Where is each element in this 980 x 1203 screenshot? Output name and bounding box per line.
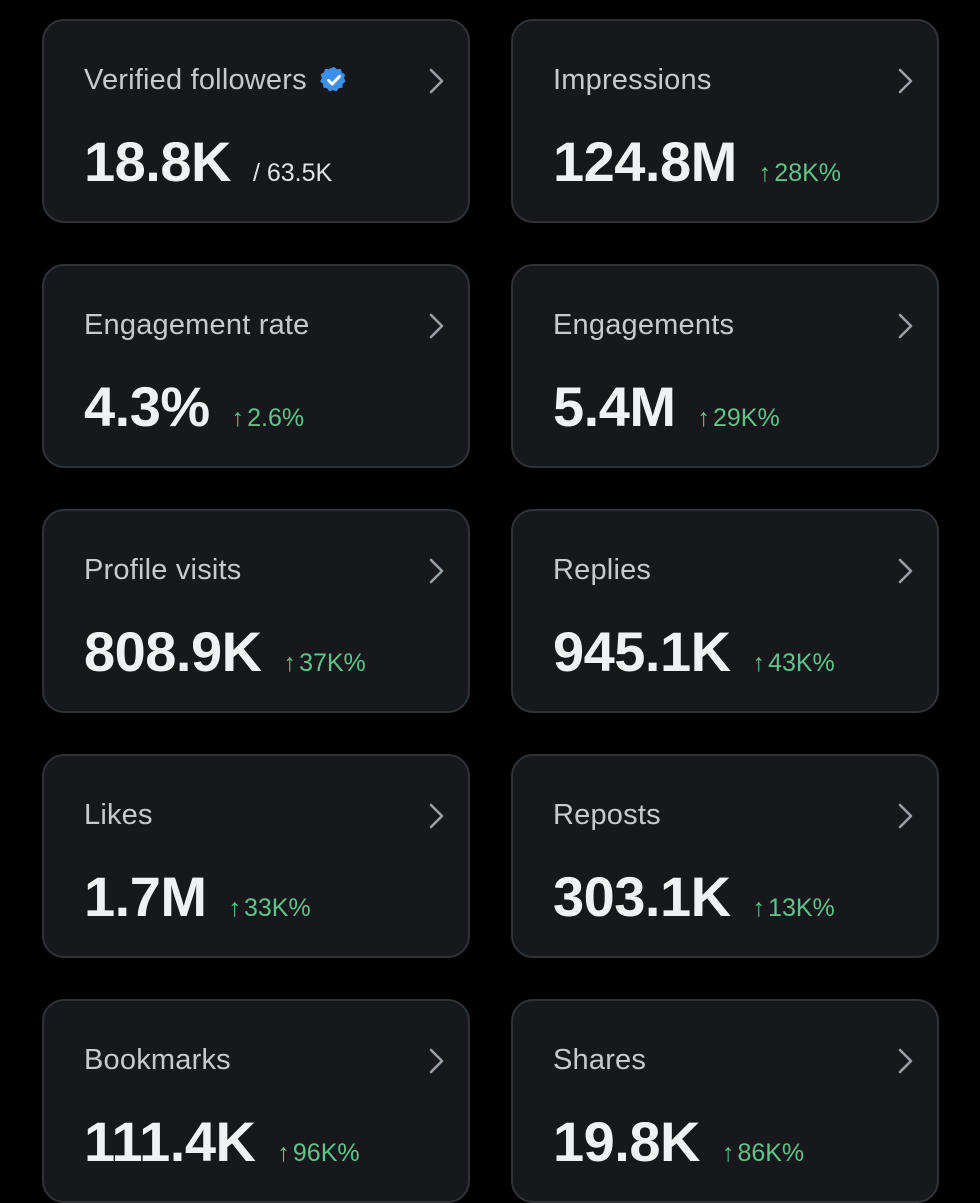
metric-change-value: 37K% [299, 649, 366, 677]
metric-card-impressions[interactable]: Impressions 124.8M ↑ 28K% [511, 19, 939, 223]
metric-change: ↑ 86K% [722, 1139, 804, 1168]
metric-card-shares[interactable]: Shares 19.8K ↑ 86K% [511, 999, 939, 1203]
chevron-right-icon [429, 1048, 444, 1074]
metric-value: 1.7M [84, 865, 207, 928]
metric-card-replies[interactable]: Replies 945.1K ↑ 43K% [511, 509, 939, 713]
metric-change-value: 33K% [244, 894, 311, 922]
metric-change: ↑ 37K% [284, 649, 366, 678]
metric-label: Engagement rate [84, 309, 310, 341]
metric-value-row: 111.4K ↑ 96K% [84, 1109, 360, 1175]
metric-change-value: 43K% [768, 649, 835, 677]
metric-change: ↑ 28K% [759, 159, 841, 188]
metric-title: Shares [553, 1041, 646, 1079]
metric-value-row: 5.4M ↑ 29K% [553, 374, 780, 440]
arrow-up-icon: ↑ [697, 404, 711, 432]
metric-card-verified-followers[interactable]: Verified followers 18.8K / 63.5K [42, 19, 470, 223]
metric-value-row: 945.1K ↑ 43K% [553, 619, 835, 685]
chevron-right-icon [429, 68, 444, 94]
metric-value-row: 4.3% ↑ 2.6% [84, 374, 304, 440]
metric-total: / 63.5K [252, 159, 333, 187]
arrow-up-icon: ↑ [231, 404, 245, 432]
metric-title: Profile visits [84, 551, 242, 589]
arrow-up-icon: ↑ [283, 649, 297, 677]
metric-value-row: 18.8K / 63.5K [84, 129, 332, 195]
metric-card-bookmarks[interactable]: Bookmarks 111.4K ↑ 96K% [42, 999, 470, 1203]
metric-value: 19.8K [553, 1110, 700, 1173]
metric-title: Likes [84, 796, 153, 834]
metric-label: Bookmarks [84, 1044, 231, 1076]
arrow-up-icon: ↑ [758, 159, 772, 187]
chevron-right-icon [898, 1048, 913, 1074]
metric-label: Engagements [553, 309, 735, 341]
metric-value-row: 808.9K ↑ 37K% [84, 619, 366, 685]
chevron-right-icon [429, 313, 444, 339]
metric-card-engagements[interactable]: Engagements 5.4M ↑ 29K% [511, 264, 939, 468]
metric-card-likes[interactable]: Likes 1.7M ↑ 33K% [42, 754, 470, 958]
metric-title: Engagements [553, 306, 734, 344]
chevron-right-icon [429, 803, 444, 829]
metric-change: ↑ 2.6% [232, 404, 304, 433]
metric-change: ↑ 33K% [229, 894, 311, 923]
chevron-right-icon [898, 558, 913, 584]
metric-change-value: 96K% [292, 1139, 360, 1167]
metric-label: Impressions [553, 64, 712, 96]
arrow-up-icon: ↑ [752, 649, 766, 677]
metric-label: Reposts [553, 799, 661, 831]
metric-card-profile-visits[interactable]: Profile visits 808.9K ↑ 37K% [42, 509, 470, 713]
metric-change-value: 86K% [737, 1139, 805, 1167]
metric-value: 111.4K [84, 1110, 256, 1173]
metric-title: Impressions [553, 61, 712, 99]
metric-change-value: 2.6% [247, 404, 305, 432]
arrow-up-icon: ↑ [752, 894, 766, 922]
metric-title: Verified followers [84, 61, 349, 99]
metric-value-row: 1.7M ↑ 33K% [84, 864, 311, 930]
arrow-up-icon: ↑ [277, 1139, 290, 1167]
metric-label: Shares [553, 1044, 647, 1076]
metric-value: 18.8K [84, 130, 231, 193]
metric-change-value: 29K% [713, 404, 780, 432]
metric-title: Reposts [553, 796, 661, 834]
metric-change: ↑ 13K% [753, 894, 835, 923]
metric-title: Engagement rate [84, 306, 309, 344]
metric-title: Bookmarks [84, 1041, 231, 1079]
metric-change-value: 13K% [768, 894, 835, 922]
metric-value: 5.4M [553, 375, 676, 438]
metric-value: 303.1K [553, 865, 731, 928]
metric-label: Replies [553, 554, 652, 586]
metric-card-engagement-rate[interactable]: Engagement rate 4.3% ↑ 2.6% [42, 264, 470, 468]
metric-change: ↑ 43K% [753, 649, 835, 678]
metric-label: Profile visits [84, 554, 242, 586]
metric-value: 124.8M [553, 130, 737, 193]
chevron-right-icon [429, 558, 444, 584]
chevron-right-icon [898, 803, 913, 829]
arrow-up-icon: ↑ [228, 894, 242, 922]
metrics-grid: Verified followers 18.8K / 63.5K Impress… [42, 19, 939, 1203]
metric-label: Verified followers [84, 64, 307, 96]
metric-value: 808.9K [84, 620, 262, 683]
metric-title: Replies [553, 551, 651, 589]
metric-label: Likes [84, 799, 153, 831]
metric-change: ↑ 96K% [277, 1139, 359, 1168]
metric-value-row: 124.8M ↑ 28K% [553, 129, 841, 195]
verified-badge-icon [319, 66, 346, 92]
metric-value: 945.1K [553, 620, 731, 683]
metric-value-row: 303.1K ↑ 13K% [553, 864, 835, 930]
metric-value-row: 19.8K ↑ 86K% [553, 1109, 804, 1175]
chevron-right-icon [898, 313, 913, 339]
chevron-right-icon [898, 68, 913, 94]
metric-change: ↑ 29K% [698, 404, 780, 433]
arrow-up-icon: ↑ [721, 1139, 735, 1167]
metric-value: 4.3% [84, 375, 210, 438]
metric-card-reposts[interactable]: Reposts 303.1K ↑ 13K% [511, 754, 939, 958]
metric-change-value: 28K% [774, 159, 842, 187]
